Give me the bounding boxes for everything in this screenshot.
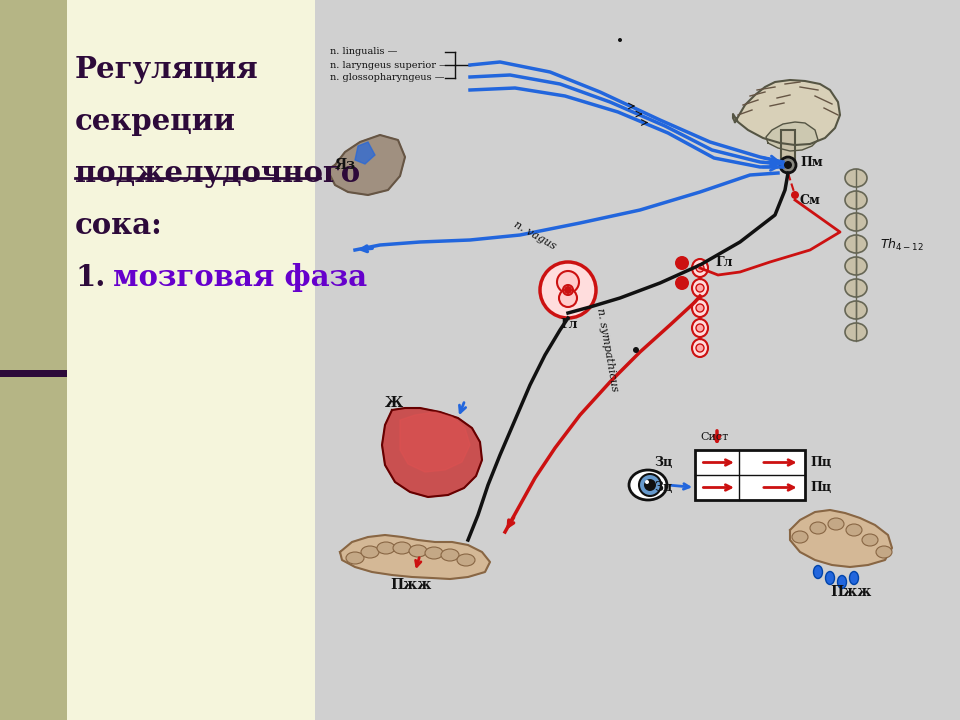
Ellipse shape (876, 546, 892, 558)
Polygon shape (400, 412, 470, 472)
Circle shape (675, 276, 689, 290)
Ellipse shape (377, 542, 395, 554)
Ellipse shape (828, 518, 844, 530)
Polygon shape (382, 408, 482, 497)
Ellipse shape (792, 531, 808, 543)
Circle shape (696, 284, 704, 292)
Text: Гл: Гл (560, 318, 578, 331)
Circle shape (633, 347, 639, 353)
Bar (315, 0, 960, 720)
Circle shape (644, 479, 656, 491)
Circle shape (675, 256, 689, 270)
Text: Пм: Пм (800, 156, 823, 168)
Ellipse shape (845, 257, 867, 275)
Ellipse shape (862, 534, 878, 546)
Circle shape (696, 304, 704, 312)
Polygon shape (733, 80, 840, 145)
Ellipse shape (845, 213, 867, 231)
Ellipse shape (692, 319, 708, 337)
Circle shape (780, 157, 796, 173)
Ellipse shape (837, 575, 847, 588)
Ellipse shape (845, 323, 867, 341)
Text: мозговая фаза: мозговая фаза (103, 263, 367, 292)
Text: поджелудочного: поджелудочного (75, 159, 360, 188)
Ellipse shape (692, 279, 708, 297)
Ellipse shape (425, 547, 443, 559)
Polygon shape (330, 135, 405, 195)
Bar (695, 450, 805, 500)
Circle shape (645, 480, 649, 484)
Text: Регуляция: Регуляция (75, 55, 259, 84)
Bar (0, 370, 67, 377)
Text: Гл: Гл (715, 256, 732, 269)
Ellipse shape (845, 169, 867, 187)
Text: n. vagus: n. vagus (512, 220, 558, 252)
Circle shape (559, 289, 577, 307)
Text: Ж: Ж (385, 396, 403, 410)
Polygon shape (790, 510, 892, 567)
Ellipse shape (346, 552, 364, 564)
Ellipse shape (441, 549, 459, 561)
Text: n. sympathicus: n. sympathicus (595, 307, 619, 392)
Circle shape (540, 262, 596, 318)
Ellipse shape (692, 259, 708, 277)
Text: Зц: Зц (655, 456, 673, 469)
Polygon shape (766, 122, 818, 151)
Ellipse shape (846, 524, 862, 536)
Bar (0, 0, 67, 720)
FancyArrowPatch shape (460, 402, 466, 413)
Ellipse shape (813, 565, 823, 578)
Circle shape (563, 285, 573, 295)
Ellipse shape (850, 572, 858, 585)
Text: секреции: секреции (75, 107, 236, 136)
Polygon shape (355, 142, 375, 164)
Ellipse shape (361, 546, 379, 558)
Ellipse shape (629, 470, 667, 500)
Text: Сист: Сист (700, 432, 729, 442)
Text: Пц: Пц (810, 481, 831, 494)
Text: 1.: 1. (75, 263, 106, 292)
Ellipse shape (845, 235, 867, 253)
Text: Зц: Зц (655, 481, 673, 494)
Text: Пжж: Пжж (830, 585, 872, 599)
Bar (781, 130, 795, 160)
Ellipse shape (810, 522, 826, 534)
Ellipse shape (692, 299, 708, 317)
Text: $\mathit{Th}_{4-12}$: $\mathit{Th}_{4-12}$ (880, 237, 924, 253)
Ellipse shape (692, 339, 708, 357)
Text: Яз: Яз (335, 158, 356, 172)
Ellipse shape (457, 554, 475, 566)
Circle shape (696, 324, 704, 332)
Circle shape (784, 161, 792, 169)
Circle shape (639, 474, 661, 496)
Text: n. laryngeus superior —: n. laryngeus superior — (330, 60, 449, 70)
Circle shape (618, 38, 622, 42)
Ellipse shape (845, 279, 867, 297)
Circle shape (696, 344, 704, 352)
Text: сока:: сока: (75, 211, 163, 240)
Circle shape (791, 191, 799, 199)
Text: Пц: Пц (810, 456, 831, 469)
Text: Пжж: Пжж (390, 578, 431, 592)
Text: n. glossopharyngeus —: n. glossopharyngeus — (330, 73, 444, 83)
Circle shape (557, 271, 579, 293)
Circle shape (564, 286, 572, 294)
Circle shape (696, 264, 704, 272)
Text: См: См (800, 194, 821, 207)
Ellipse shape (409, 545, 427, 557)
Ellipse shape (845, 191, 867, 209)
Polygon shape (340, 535, 490, 579)
Ellipse shape (845, 301, 867, 319)
Ellipse shape (393, 542, 411, 554)
Ellipse shape (826, 572, 834, 585)
Text: n. lingualis —: n. lingualis — (330, 48, 397, 56)
